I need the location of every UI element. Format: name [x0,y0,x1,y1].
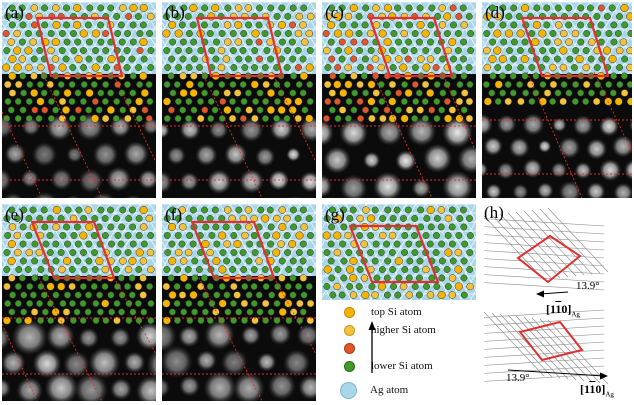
legend: top Si atom higher Si atom lower Si atom… [324,303,476,401]
panel-a-svg [2,2,156,198]
panel-d-svg [482,2,632,198]
panel-g-svg [322,204,476,300]
legend-row-ag: Ag atom [324,383,408,397]
panel-f: (f) [162,204,316,401]
panel-e-svg [2,204,156,401]
panel-label-a: (a) [5,3,24,23]
panel-f-svg [162,204,316,401]
angle-label-upper: 13.9° [576,280,600,292]
panel-g: (g) [322,204,476,300]
panel-d: (d) [482,2,632,198]
panel-h: (h) 13.9° [110]Ag 13.9° [110]Ag [484,204,632,400]
direction-label-upper: [110]Ag [546,302,580,318]
panel-label-d: (d) [485,3,505,23]
panel-label-h: (h) [484,203,504,223]
legend-ag-label: Ag atom [370,384,408,396]
panel-b: (b) [162,2,316,198]
panel-c: (c) [322,2,476,198]
panel-label-e: (e) [5,205,24,225]
panel-e: (e) [2,204,156,401]
panel-c-svg [322,2,476,198]
ag-swatch [340,382,357,399]
angle-label-lower: 13.9° [506,372,530,384]
panel-label-b: (b) [165,3,185,23]
panel-label-f: (f) [165,205,182,225]
panel-a: (a) [2,2,156,198]
panel-label-c: (c) [325,3,344,23]
panel-b-svg [162,2,316,198]
panel-label-g: (g) [325,205,345,225]
direction-label-lower: [110]Ag [580,382,614,398]
